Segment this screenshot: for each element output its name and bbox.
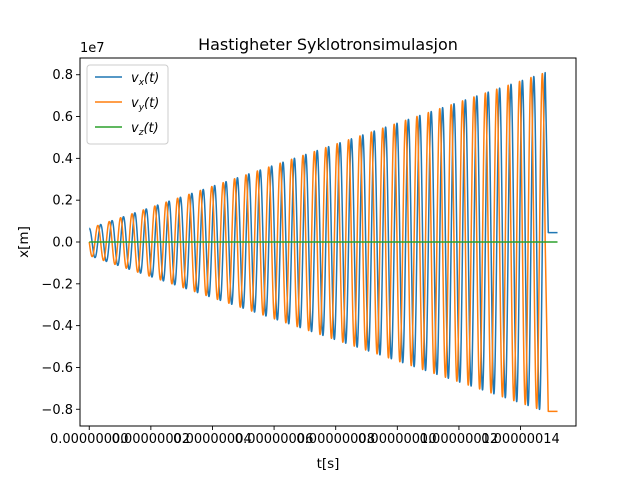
y-tick-label: 0.8 <box>52 68 73 83</box>
x-axis-title: t[s] <box>317 456 340 472</box>
x-tick-label: 0.00000006 <box>235 432 314 447</box>
series-line-vy <box>88 72 558 413</box>
legend-box <box>86 64 169 145</box>
y-tick-label: 0.6 <box>52 110 73 125</box>
y-tick-label: −0.8 <box>41 403 73 418</box>
x-tick-label: 0.00000002 <box>112 432 191 447</box>
y-offset-text: 1e7 <box>80 41 105 56</box>
y-axis-title: x[m] <box>16 226 32 258</box>
series-layer <box>88 71 558 413</box>
legend-label-vy: vy(t) <box>131 96 159 113</box>
x-tick-label: 0.00000000 <box>50 432 129 447</box>
y-tick-label: 0.0 <box>52 236 73 251</box>
y-tick-label: −0.2 <box>41 277 73 292</box>
y-tick-label: −0.6 <box>41 361 73 376</box>
legend-label-vx: vx(t) <box>131 71 159 88</box>
x-tick-label: 0.00000004 <box>173 432 252 447</box>
x-tick-label: 0.00000012 <box>420 432 499 447</box>
legend: vx(t) vy(t) vz(t) <box>86 64 169 145</box>
y-tick-label: 0.2 <box>52 194 73 209</box>
legend-label-vz: vz(t) <box>131 121 159 138</box>
x-tick-label: 0.00000010 <box>358 432 437 447</box>
y-tick-label: −0.4 <box>41 319 73 334</box>
x-tick-label: 0.00000008 <box>296 432 375 447</box>
chart-title: Hastigheter Syklotronsimulasjon <box>198 35 458 54</box>
tick-layer: 0.000000000.000000020.000000040.00000006… <box>41 68 559 447</box>
plot-area-frame <box>79 57 577 427</box>
y-tick-label: 0.4 <box>52 152 73 167</box>
x-tick-label: 0.00000014 <box>481 432 560 447</box>
